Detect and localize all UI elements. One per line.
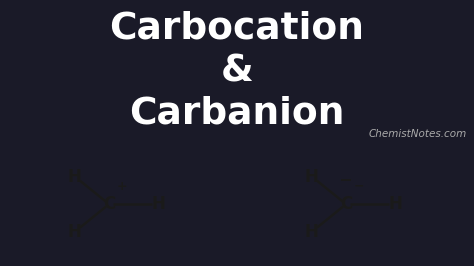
- Text: H: H: [305, 223, 319, 241]
- Text: H: H: [152, 195, 166, 213]
- Text: H: H: [305, 168, 319, 186]
- Text: +: +: [117, 180, 128, 193]
- Text: H: H: [389, 195, 403, 213]
- Text: C: C: [340, 195, 352, 213]
- Text: Carbocation: Carbocation: [109, 10, 365, 47]
- Text: −: −: [354, 180, 365, 193]
- Text: Carbanion: Carbanion: [129, 96, 345, 132]
- Text: H: H: [68, 223, 82, 241]
- Text: C: C: [103, 195, 115, 213]
- Text: H: H: [68, 168, 82, 186]
- Text: ChemistNotes.com: ChemistNotes.com: [369, 130, 467, 139]
- Text: &: &: [220, 53, 254, 89]
